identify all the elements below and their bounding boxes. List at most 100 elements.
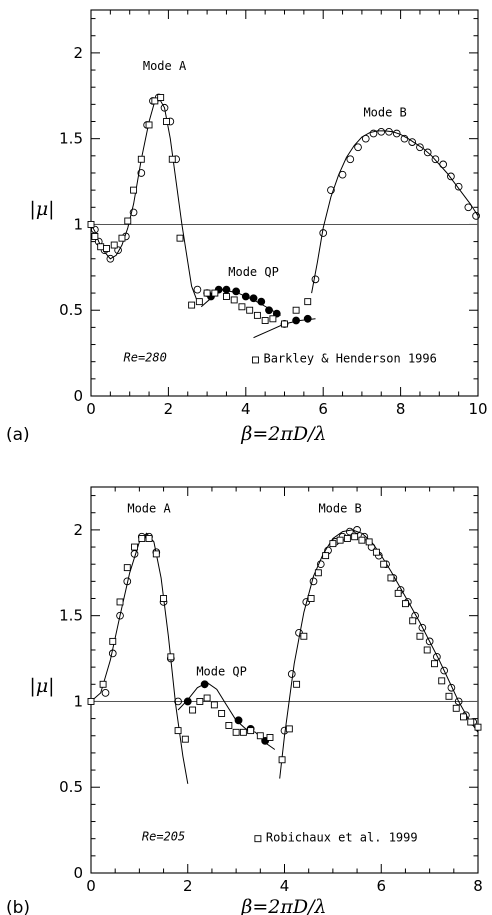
data-point-square [269, 315, 277, 323]
data-point-square [103, 245, 110, 252]
data-point-circle [392, 129, 401, 138]
data-point-square [123, 564, 131, 572]
data-point-square [152, 550, 160, 558]
data-point-square [304, 298, 312, 306]
y-tick-label: 1.5 [59, 607, 83, 625]
series-line [311, 130, 479, 294]
data-point-square [256, 732, 264, 740]
data-point-square [160, 595, 168, 602]
data-point-circle [416, 143, 424, 152]
data-point-circle [316, 560, 325, 569]
data-point-square [163, 118, 170, 125]
y-tick-label: 2 [73, 521, 83, 539]
data-point-circle [309, 577, 318, 586]
data-point-circle [137, 169, 146, 177]
data-point-square [394, 589, 402, 597]
data-point-circle [129, 208, 138, 217]
data-point-circle [353, 526, 361, 534]
data-point-square [281, 320, 288, 328]
data-point-circle [433, 652, 441, 661]
data-point-circle [116, 611, 124, 620]
data-point-square [460, 713, 467, 721]
data-point-circle [447, 683, 456, 692]
chart-panel-a: 0 2 4 6 8 10 0 0.5 1 1.5 2 β=2πD/λ |μ| (a) Mode A Mode … [6, 9, 488, 445]
data-point-circle [123, 577, 132, 586]
data-point-square [452, 704, 460, 712]
data-point-square [314, 569, 322, 577]
legend-reference-label: Barkley & Henderson 1996 [263, 352, 436, 366]
data-point-square [247, 727, 255, 735]
data-point-circle [338, 170, 347, 179]
data-point-square [343, 535, 351, 542]
data-point-square [232, 728, 240, 736]
data-point-square [99, 680, 107, 688]
data-point-square [285, 725, 293, 733]
data-point-square [409, 617, 417, 625]
data-point-square [230, 296, 238, 304]
mode-a-label: Mode A [127, 502, 171, 516]
data-point-square [109, 637, 117, 645]
reynolds-label: Re=280 [124, 351, 167, 365]
x-tick-label: 8 [396, 400, 406, 418]
data-point-circle [472, 212, 480, 220]
data-point-square [87, 220, 95, 228]
data-point-square [137, 155, 145, 163]
mode-b-label: Mode B [318, 502, 361, 516]
data-point-filled [292, 316, 301, 325]
data-point-square [174, 727, 182, 735]
data-point-filled [241, 292, 250, 301]
data-point-square [195, 298, 203, 306]
data-point-square [261, 317, 269, 324]
data-point-circle [311, 275, 320, 284]
data-point-square [196, 697, 204, 705]
y-tick-label: 1 [73, 692, 83, 710]
data-point-square [329, 540, 337, 548]
data-point-square [181, 735, 189, 743]
data-point-square [145, 121, 153, 129]
data-point-square [253, 311, 261, 319]
data-point-square [124, 217, 132, 225]
x-tick-label: 10 [468, 400, 487, 418]
data-point-filled [303, 314, 312, 323]
data-point-circle [193, 285, 202, 294]
x-tick-label: 6 [376, 877, 386, 895]
data-point-square [438, 677, 446, 685]
data-point-circle [174, 697, 182, 706]
y-tick-label: 1 [73, 215, 83, 233]
data-point-square [87, 697, 95, 705]
data-point-square [292, 306, 300, 314]
data-point-circle [377, 127, 386, 136]
data-point-square [97, 243, 105, 251]
data-point-circle [440, 666, 448, 675]
series-line [177, 682, 276, 750]
data-point-circle [369, 129, 378, 138]
mode-a-label: Mode A [143, 59, 187, 73]
data-point-circle [114, 246, 122, 255]
data-point-circle [400, 134, 409, 143]
data-point-square [188, 301, 196, 309]
mode-qp-label: Mode QP [196, 665, 247, 679]
data-point-circle [345, 527, 354, 536]
data-point-square [168, 155, 176, 163]
y-tick-label: 2 [73, 44, 83, 62]
x-tick-label: 4 [280, 877, 290, 895]
data-point-square [300, 632, 308, 640]
data-point-square [336, 536, 344, 544]
legend-marker-square [254, 835, 262, 843]
data-point-square [157, 94, 165, 101]
data-point-square [130, 186, 138, 194]
data-point-square [380, 560, 388, 568]
panel-label: (b) [6, 898, 30, 915]
y-tick-label: 0 [73, 387, 83, 405]
data-point-square [358, 536, 366, 544]
data-point-square [423, 646, 431, 654]
data-point-square [445, 692, 453, 700]
data-point-square [307, 595, 315, 602]
data-point-filled [200, 680, 209, 689]
mode-b-label: Mode B [363, 105, 406, 119]
data-point-filled [222, 285, 231, 294]
data-point-square [401, 600, 409, 608]
data-point-square [167, 653, 175, 661]
data-point-square [110, 241, 118, 249]
data-point-circle [130, 550, 139, 558]
